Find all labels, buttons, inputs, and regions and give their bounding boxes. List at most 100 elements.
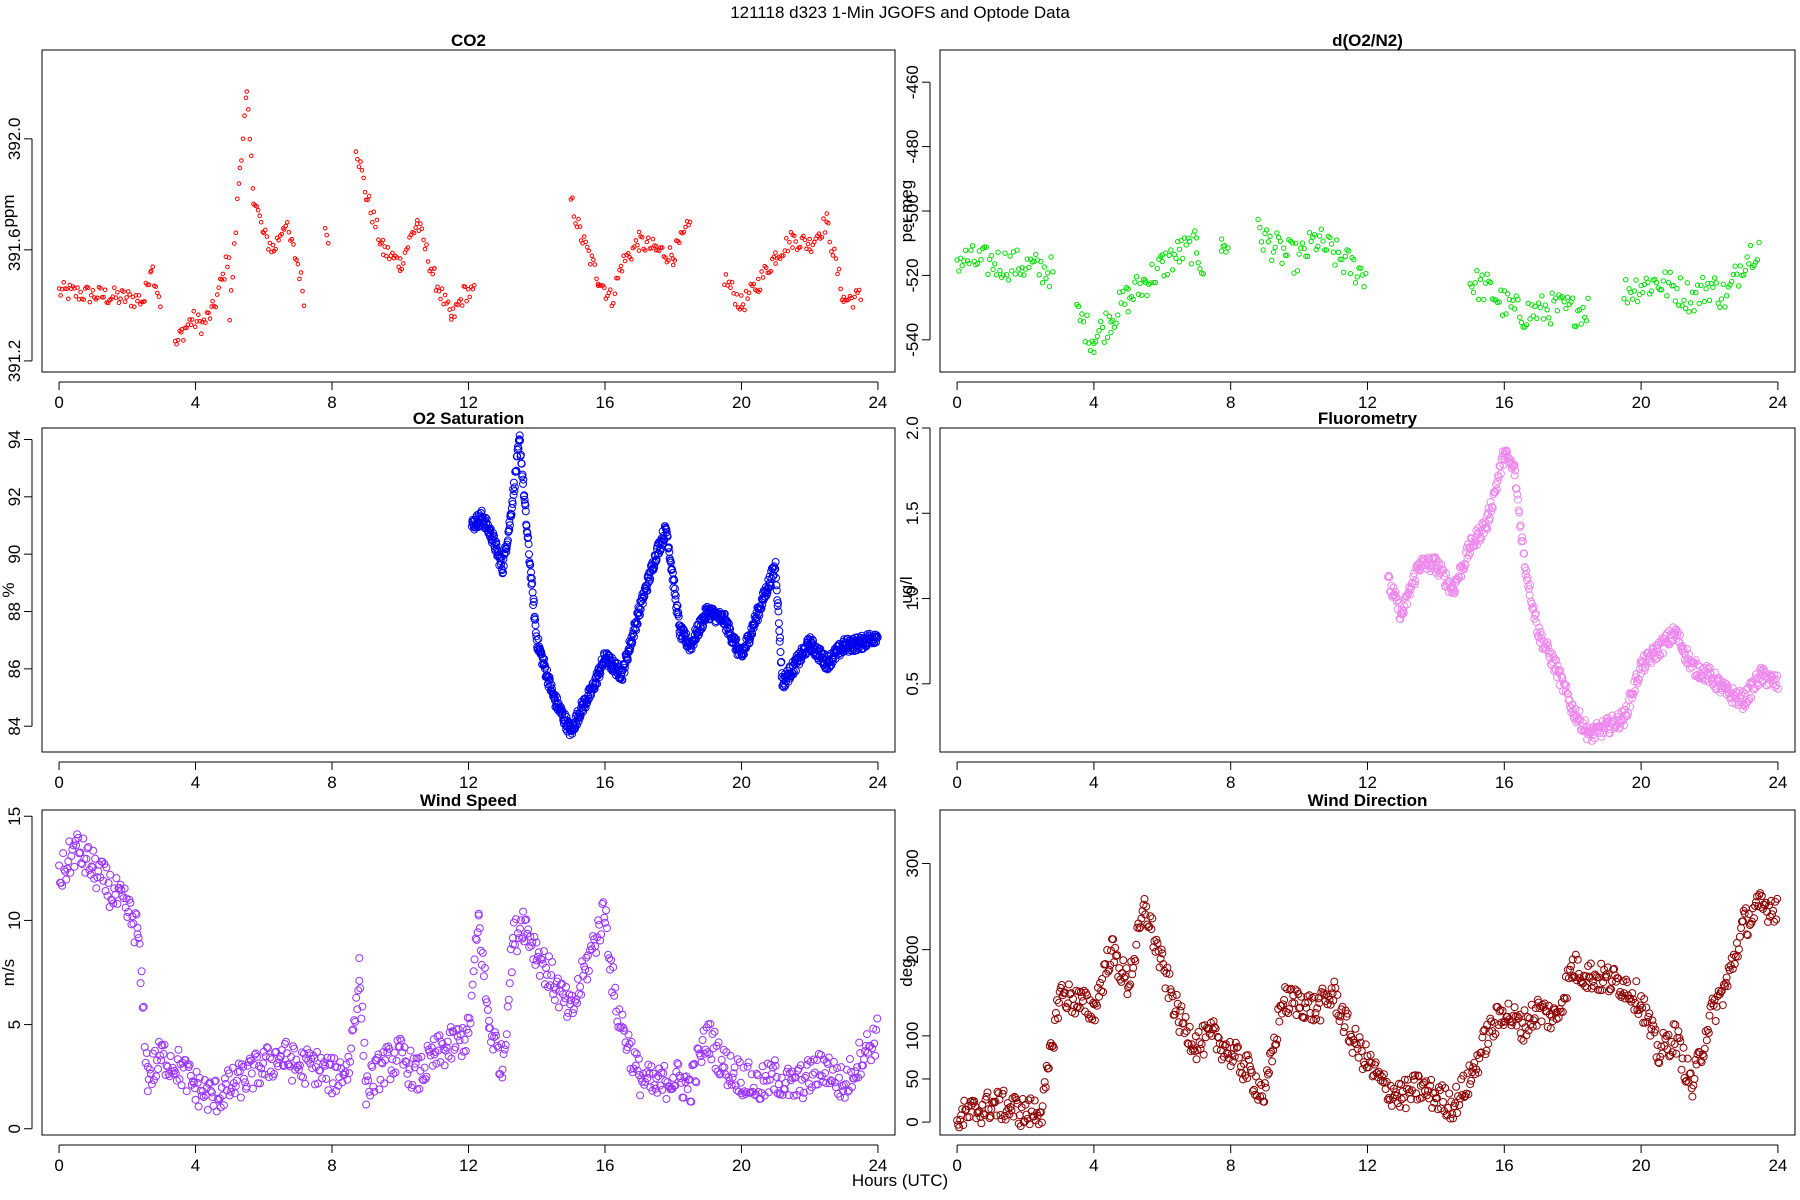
data-point [1072, 1003, 1081, 1012]
data-point [618, 1010, 627, 1019]
data-point [611, 983, 620, 992]
data-point [514, 929, 522, 938]
data-point [1243, 1074, 1252, 1083]
data-point [1530, 1014, 1539, 1023]
data-point [1655, 650, 1664, 659]
data-point [622, 258, 628, 264]
data-points-do2n2 [954, 216, 1762, 356]
data-point [442, 1043, 451, 1052]
data-point [821, 1069, 830, 1078]
data-point [93, 873, 102, 882]
data-point [1672, 298, 1679, 304]
data-point [772, 573, 780, 582]
data-point [1146, 912, 1155, 921]
x-tick-label: 20 [732, 393, 751, 412]
data-point [1690, 1075, 1699, 1083]
panel-title: O2 Saturation [413, 409, 524, 428]
data-point [446, 1023, 455, 1032]
data-point [584, 966, 593, 975]
data-point [1676, 302, 1682, 308]
data-point [1568, 973, 1576, 982]
data-point [1540, 999, 1549, 1008]
data-point [620, 668, 629, 677]
data-point [370, 1087, 379, 1096]
data-point [1109, 935, 1118, 944]
data-point [1289, 991, 1298, 1000]
data-point [1396, 615, 1405, 624]
data-point [408, 1081, 417, 1090]
data-point [1438, 565, 1447, 574]
data-point [797, 656, 806, 665]
data-point [1531, 609, 1540, 618]
data-point [856, 287, 862, 293]
data-point [1645, 279, 1651, 285]
data-point [206, 310, 211, 316]
data-point [505, 525, 514, 534]
y-tick-label: 2.0 [903, 416, 922, 440]
data-point [696, 1052, 705, 1060]
data-point [1414, 1072, 1423, 1081]
data-point [1706, 670, 1715, 679]
data-point [583, 951, 592, 960]
data-point [324, 232, 330, 238]
data-point [1752, 898, 1760, 907]
data-point [1041, 264, 1048, 270]
data-point [146, 1069, 155, 1078]
data-point [1113, 951, 1122, 960]
data-point [1535, 623, 1544, 632]
data-point [644, 239, 650, 245]
data-point [228, 1063, 237, 1072]
data-point [1175, 1028, 1184, 1036]
data-point [1002, 250, 1008, 256]
data-point [437, 1038, 446, 1046]
data-point [1747, 242, 1754, 249]
data-point [380, 1079, 389, 1088]
data-point [1668, 1048, 1677, 1057]
data-point [1599, 978, 1608, 987]
data-point [1706, 297, 1713, 303]
x-tick-label: 8 [1226, 393, 1235, 412]
data-point [1322, 247, 1328, 253]
data-point [1488, 504, 1497, 512]
data-point [235, 196, 240, 202]
data-point [353, 149, 359, 154]
data-point [1759, 900, 1768, 909]
data-point [858, 1061, 867, 1070]
data-point [668, 568, 677, 577]
data-point [355, 156, 360, 162]
data-point [294, 257, 299, 263]
data-point [1223, 249, 1229, 255]
data-point [530, 612, 539, 621]
data-point [347, 1044, 356, 1053]
data-point [1234, 1053, 1243, 1062]
data-point [724, 1073, 733, 1082]
data-point [479, 972, 488, 981]
data-point [532, 956, 541, 965]
data-point [1623, 712, 1632, 721]
data-point [1195, 260, 1201, 266]
data-point [1544, 642, 1553, 650]
x-tick-label: 12 [1358, 773, 1377, 792]
data-point [1659, 649, 1667, 658]
data-point [499, 1050, 508, 1059]
data-point [1183, 242, 1189, 248]
data-point [1244, 1055, 1253, 1064]
data-point [1520, 1006, 1529, 1015]
data-point [639, 234, 645, 240]
data-point [288, 1076, 297, 1085]
x-tick-label: 16 [1495, 1156, 1514, 1175]
data-point [1361, 284, 1367, 290]
data-point [784, 235, 789, 241]
data-point [308, 1064, 317, 1073]
data-point [641, 1078, 650, 1087]
data-point [104, 879, 113, 887]
data-point [146, 282, 152, 288]
data-point [72, 841, 81, 850]
data-point [442, 292, 448, 298]
data-point [774, 599, 782, 608]
data-point [673, 1059, 682, 1068]
data-point [147, 1080, 156, 1089]
data-point [262, 1043, 271, 1052]
x-tick-label: 8 [1226, 773, 1235, 792]
